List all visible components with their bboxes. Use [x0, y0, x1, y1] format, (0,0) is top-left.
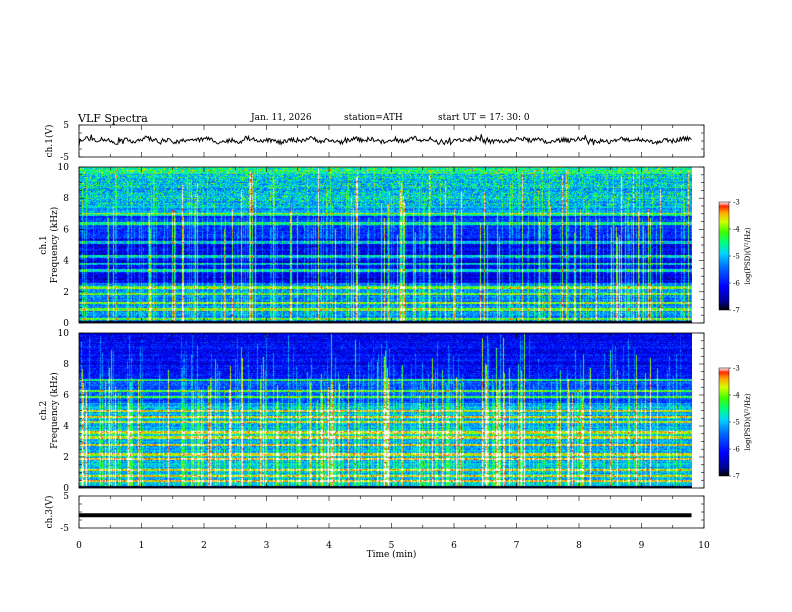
- x-tick-label: 9: [639, 541, 645, 551]
- date-label: Jan. 11, 2026: [251, 113, 312, 123]
- ch1-colorbar-tick-label: -6: [733, 280, 740, 288]
- ch1-colorbar-tick-label: -7: [733, 307, 740, 315]
- ch1-colorbar-label: log(PSD)(V²/Hz): [744, 227, 752, 284]
- x-tick-label: 1: [139, 541, 145, 551]
- ch2-spectrogram-y-label: Frequency (kHz): [49, 372, 60, 449]
- ch2-spectrogram-channel-label: ch.2: [39, 401, 49, 420]
- start-time-label: start UT = 17: 30: 0: [438, 113, 530, 123]
- colorbars: -3 -4 -5 -6 -7 log(PSD)(V²/Hz) -3 -4 -5 -6 -7 log(P…: [718, 199, 752, 481]
- x-tick-label: 10: [698, 541, 710, 551]
- x-tick-label: 8: [576, 541, 582, 551]
- ch1-spectrogram-y-tick-label: 8: [63, 194, 69, 204]
- ch1-spectrogram-y-tick-label: 0: [63, 319, 69, 329]
- ch2-colorbar-tick-label: -4: [733, 392, 740, 400]
- station-label: station=ATH: [344, 113, 403, 123]
- x-axis-label: Time (min): [367, 549, 417, 560]
- ch2-spectrogram-y-tick-label: 2: [63, 453, 69, 463]
- ch1-colorbar-tick-label: -4: [733, 226, 740, 234]
- ch1-spectrogram-channel-label: ch.1: [39, 235, 49, 254]
- spectrogram-images: [79, 167, 692, 488]
- ch2-spectrogram-y-tick-label: 4: [63, 422, 69, 432]
- x-tick-label: 5: [389, 541, 395, 551]
- ch3-waveform-y-tick-label: 5: [63, 492, 69, 502]
- ch3-waveform-y-tick-label: -5: [60, 524, 69, 534]
- ch2-colorbar-label: log(PSD)(V²/Hz): [744, 393, 752, 450]
- spectrogram-1-image: [79, 167, 692, 323]
- ch3-waveform-y-label: ch.3(V): [44, 496, 55, 529]
- ch2-colorbar-tick-label: -7: [733, 473, 740, 481]
- waveform-lines: [78, 134, 692, 518]
- x-tick-label: 0: [76, 541, 82, 551]
- x-tick-label: 6: [451, 541, 457, 551]
- ch2-spectrogram-y-tick-label: 10: [58, 329, 70, 339]
- ch1-spectrogram-y-tick-label: 6: [63, 225, 69, 235]
- x-tick-label: 4: [326, 541, 332, 551]
- ch1-colorbar-tick-label: -3: [733, 199, 740, 207]
- ch1-waveform-line: [78, 134, 692, 146]
- ch1-colorbar-tick-label: -5: [733, 253, 740, 261]
- ch1-spectrogram-y-tick-label: 2: [63, 288, 69, 298]
- ch2-spectrogram-y-tick-label: 6: [63, 391, 69, 401]
- ch1-colorbar: [718, 201, 730, 311]
- x-tick-label: 3: [264, 541, 270, 551]
- ch1-spectrogram-y-label: Frequency (kHz): [49, 207, 60, 284]
- ch2-spectrogram-y-tick-label: 8: [63, 360, 69, 370]
- spectrogram-2-image: [79, 333, 692, 488]
- ch1-waveform-y-tick-label: -5: [60, 153, 69, 163]
- ch2-colorbar-tick-label: -3: [733, 365, 740, 373]
- x-tick-label: 7: [514, 541, 520, 551]
- ch1-spectrogram-y-tick-label: 4: [63, 257, 69, 267]
- ch2-spectrogram-y-tick-label: 0: [63, 484, 69, 494]
- x-tick-label: 2: [201, 541, 207, 551]
- ch1-spectrogram-y-tick-label: 10: [58, 163, 70, 173]
- ch1-waveform-y-label: ch.1(V): [44, 125, 55, 158]
- ch1-waveform-y-tick-label: 5: [63, 121, 69, 131]
- ch2-colorbar-tick-label: -6: [733, 446, 740, 454]
- ch2-colorbar: [718, 367, 730, 477]
- figure-title: VLF Spectra: [78, 112, 148, 125]
- ch2-colorbar-tick-label: -5: [733, 419, 740, 427]
